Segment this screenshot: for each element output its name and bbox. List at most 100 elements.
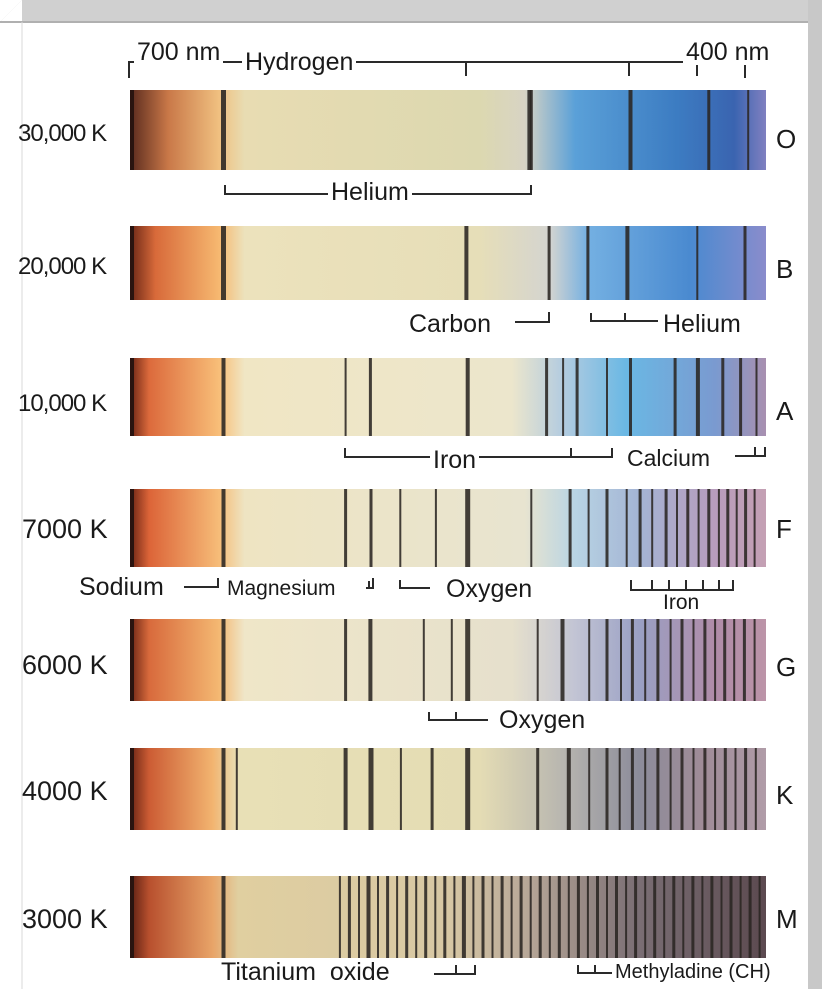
absorption-line (605, 748, 609, 830)
absorption-line (726, 489, 730, 567)
iron-label-f: Iron (663, 591, 700, 614)
class-letter-a: A (776, 396, 794, 426)
absorption-line (739, 876, 742, 958)
absorption-line (530, 489, 533, 567)
absorption-line (491, 876, 494, 958)
absorption-line (669, 619, 672, 701)
absorption-line (644, 619, 647, 701)
absorption-line (587, 489, 590, 567)
spectrum-gradient (130, 489, 766, 567)
absorption-line (405, 876, 409, 958)
absorption-line (720, 876, 723, 958)
spectrum-gradient (130, 90, 766, 170)
absorption-line (748, 876, 752, 958)
absorption-line (465, 358, 470, 436)
spectrum-edge (130, 489, 134, 567)
class-letter-b: B (776, 254, 794, 284)
absorption-line (747, 90, 750, 170)
absorption-line (545, 358, 549, 436)
absorption-line (651, 489, 654, 567)
absorption-line (399, 489, 402, 567)
hydrogen-label: Hydrogen (242, 50, 357, 75)
spectrum-edge (130, 226, 134, 300)
absorption-line (723, 619, 727, 701)
absorption-line (701, 876, 704, 958)
absorption-line (758, 876, 761, 958)
class-letter-f: F (776, 514, 792, 544)
absorption-line (703, 619, 707, 701)
absorption-line (729, 876, 733, 958)
titanium-oxide-label: Titanium oxide (218, 960, 393, 985)
absorption-line (588, 748, 591, 830)
absorption-line (618, 748, 621, 830)
temperature-label-m: 3000 K (22, 904, 108, 934)
absorption-line (368, 358, 372, 436)
absorption-line (377, 876, 379, 958)
absorption-line (338, 876, 341, 958)
absorption-line (625, 489, 628, 567)
absorption-line (366, 876, 371, 958)
oxygen-label-f: Oxygen (443, 577, 536, 602)
absorption-line (424, 876, 428, 958)
absorption-line (721, 358, 725, 436)
absorption-line (743, 226, 747, 300)
absorption-line (453, 876, 456, 958)
absorption-line (680, 748, 684, 830)
temperature-label-k: 4000 K (22, 776, 108, 806)
absorption-line (422, 619, 425, 701)
absorption-line (566, 748, 571, 830)
absorption-line (673, 358, 677, 436)
absorption-line (676, 489, 678, 567)
absorption-line (465, 748, 471, 830)
absorption-line (575, 358, 579, 436)
absorption-line (680, 619, 684, 701)
absorption-line (703, 748, 707, 830)
absorption-line (557, 876, 561, 958)
absorption-line (754, 748, 757, 830)
spectrum-gradient (130, 226, 766, 300)
absorption-line (465, 619, 471, 701)
absorption-line (510, 876, 513, 958)
wavelength-700nm-label: 700 nm (134, 40, 224, 65)
absorption-line (347, 876, 351, 958)
absorption-line (686, 489, 690, 567)
absorption-line (221, 90, 226, 170)
temperature-label-g: 6000 K (22, 650, 108, 680)
absorption-line (343, 748, 348, 830)
absorption-line (630, 619, 634, 701)
absorption-line (464, 226, 469, 300)
spectrum-band-f (130, 489, 766, 567)
absorption-line (739, 358, 743, 436)
absorption-line (717, 489, 720, 567)
iron-label-a: Iron (430, 448, 480, 473)
absorption-line (692, 748, 695, 830)
class-letter-m: M (776, 904, 798, 934)
absorption-line (691, 876, 695, 958)
absorption-line (586, 226, 590, 300)
absorption-line (567, 876, 570, 958)
spectrum-gradient (130, 358, 766, 436)
absorption-line (430, 748, 434, 830)
absorption-line (221, 226, 226, 300)
absorption-line (536, 748, 540, 830)
absorption-line (596, 876, 599, 958)
absorption-line (221, 876, 226, 958)
temperature-label-b: 20,000 K (18, 253, 107, 280)
spectrum-band-a (130, 358, 766, 436)
spectrum-edge (130, 748, 134, 830)
absorption-line (527, 90, 532, 170)
absorption-line (653, 876, 657, 958)
absorption-line (344, 489, 348, 567)
absorption-line (386, 876, 390, 958)
absorption-line (714, 619, 717, 701)
absorption-line (472, 876, 475, 958)
absorption-line (710, 876, 714, 958)
spectrum-edge (130, 619, 134, 701)
absorption-line (547, 226, 551, 300)
absorption-line (562, 358, 565, 436)
absorption-line (529, 876, 532, 958)
spectrum-band-o (130, 90, 766, 170)
absorption-line (628, 90, 633, 170)
absorption-line (605, 489, 609, 567)
